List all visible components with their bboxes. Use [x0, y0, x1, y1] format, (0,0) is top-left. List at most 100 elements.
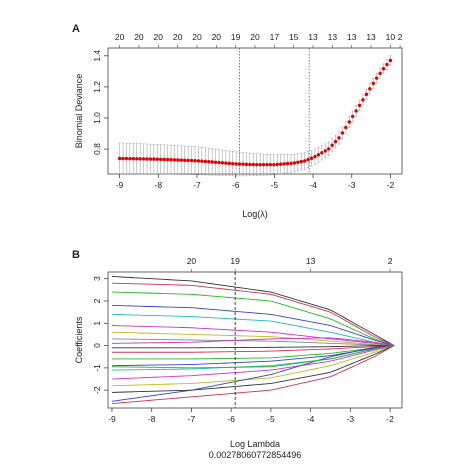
panel-a-top-label: 20: [134, 32, 144, 42]
panel-a-point: [272, 162, 276, 167]
panel-a-top-label: 10: [386, 32, 396, 42]
panel-a-point: [244, 162, 249, 167]
panel-a-point: [268, 162, 273, 167]
panel-a-point: [385, 62, 389, 67]
panel-a-point: [117, 156, 122, 161]
panel-a-top-label: 20: [250, 32, 260, 42]
panel-b-y-tick-label: 0: [92, 343, 102, 348]
panel-a-point: [155, 157, 160, 161]
panel-a-point: [172, 158, 177, 162]
panel-a-point: [224, 161, 228, 165]
panel-a-point: [128, 156, 132, 161]
panel-a-point: [371, 81, 375, 86]
panel-a-x-tick-label: -8: [155, 180, 163, 190]
panel-a-point: [227, 161, 231, 166]
panel-a-x-tick-label: -6: [232, 180, 240, 190]
panel-a-point: [169, 158, 173, 162]
panel-a-point: [282, 162, 286, 166]
panel-a-y-tick-label: 1.2: [92, 81, 102, 93]
panel-a-point: [248, 162, 252, 167]
panel-a-x-axis-label: Log(λ): [242, 209, 268, 219]
panel-a-point: [378, 71, 382, 76]
panel-a-point: [234, 162, 238, 166]
panel-b-series-line: [111, 345, 395, 369]
panel-b-series-line: [111, 345, 395, 380]
panel-b-top-labels: 20 19 13 2: [187, 256, 393, 272]
panel-a-top-label: 20: [173, 32, 183, 42]
panel-b-x-tick-label: -6: [227, 414, 235, 424]
panel-b-series-line: [111, 282, 395, 346]
panel-a-top-label: 13: [347, 32, 357, 42]
panel-a-x-tick-label: -4: [309, 180, 317, 190]
panel-a-point: [251, 162, 255, 167]
panel-b-y-tick-label: -2: [92, 386, 102, 394]
panel-b-series-line: [111, 345, 395, 360]
panel-b-series-line: [111, 345, 395, 353]
panel-a-point: [210, 160, 214, 164]
panel-a-point: [241, 162, 245, 166]
panel-b-x-tick-label: -2: [386, 414, 394, 424]
panel-b-top-label: 20: [187, 256, 197, 266]
panel-a-point: [340, 131, 345, 135]
panel-b: B -9 -8 -7 -6 -5 -4 -3 -2 -2 -1 0 1 2 3 20 19 13 2 Log …: [72, 249, 403, 460]
panel-a-point: [350, 114, 355, 119]
panel-a-point: [381, 67, 386, 71]
panel-b-series-line: [111, 276, 395, 346]
panel-b-label: B: [72, 249, 80, 261]
panel-b-subtitle: 0.00278060772854496: [209, 450, 302, 460]
panel-a-point: [344, 125, 348, 130]
panel-b-y-tick-label: 1: [92, 321, 102, 326]
panel-a-point: [162, 157, 166, 162]
panel-a-point: [333, 139, 338, 144]
panel-b-series-line: [111, 313, 395, 347]
panel-a-point: [138, 157, 142, 161]
panel-a-point: [255, 162, 259, 167]
panel-a-point: [292, 161, 297, 165]
panel-a-point: [337, 136, 341, 140]
panel-b-x-tick-label: -3: [347, 414, 355, 424]
panel-b-series-line: [111, 304, 395, 347]
panel-a-points: [117, 58, 393, 167]
panel-b-x-axis-label: Log Lambda: [230, 439, 280, 449]
panel-a-y-ticks: 0.8 1.0 1.2 1.4: [92, 50, 108, 155]
panel-a-point: [289, 161, 293, 166]
panel-a-top-label: 13: [328, 32, 338, 42]
panel-a-point: [152, 157, 156, 161]
panel-a-top-label: 2: [398, 32, 403, 42]
panel-a-point: [357, 103, 362, 108]
panel-b-x-ticks: -9 -8 -7 -6 -5 -4 -3 -2: [108, 408, 394, 424]
panel-a-point: [316, 152, 321, 157]
panel-a-point: [275, 162, 279, 167]
panel-a-point: [231, 161, 235, 166]
panel-a-point: [193, 158, 197, 163]
panel-a-top-label: 19: [231, 32, 241, 42]
panel-a-point: [159, 157, 163, 162]
panel-b-y-ticks: -2 -1 0 1 2 3: [92, 276, 108, 394]
panel-b-top-label: 19: [230, 256, 240, 266]
panel-a-point: [361, 98, 365, 102]
panel-a-y-tick-label: 0.8: [92, 143, 102, 155]
panel-b-series-line: [111, 345, 395, 387]
panel-a-point: [141, 157, 146, 161]
panel-a-x-ticks: -9 -8 -7 -6 -5 -4 -3 -2: [116, 174, 395, 190]
panel-a-x-tick-label: -2: [387, 180, 395, 190]
panel-b-x-tick-label: -9: [108, 414, 116, 424]
panel-a-point: [217, 160, 221, 165]
panel-a-point: [135, 157, 139, 161]
panel-b-x-tick-label: -8: [148, 414, 156, 424]
panel-a-top-label: 20: [154, 32, 164, 42]
panel-a-point: [145, 157, 149, 161]
panel-a-point: [299, 159, 303, 164]
panel-b-x-tick-label: -7: [188, 414, 196, 424]
panel-a-top-label: 13: [366, 32, 376, 42]
panel-a-point: [296, 160, 300, 164]
panel-b-y-tick-label: 2: [92, 298, 102, 303]
panel-a-point: [265, 162, 269, 167]
panel-a-point: [176, 158, 180, 162]
panel-b-series-line: [111, 291, 395, 346]
panel-b-top-label: 13: [306, 256, 316, 266]
panel-b-series-line: [111, 345, 395, 404]
panel-a-point: [388, 58, 393, 63]
panel-a-point: [165, 157, 170, 162]
panel-a-y-tick-label: 1.0: [92, 112, 102, 124]
